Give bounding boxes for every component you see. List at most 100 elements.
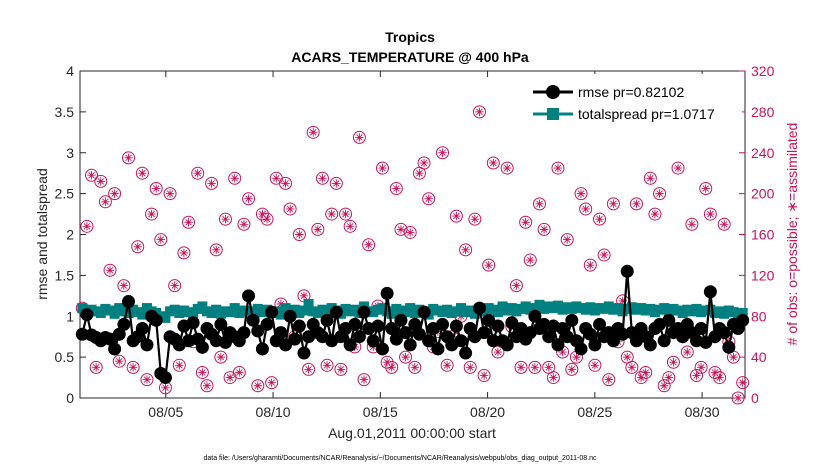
obs-assimilated-star (539, 225, 549, 234)
rmse-point (274, 326, 288, 340)
obs-assimilated-star (415, 168, 424, 178)
y-tick-label: 3 (66, 145, 74, 161)
obs-marker (357, 373, 371, 387)
obs-possible-circle (643, 171, 657, 185)
rmse-point (380, 286, 394, 300)
totalspread-point (109, 308, 120, 319)
obs-marker (597, 248, 611, 262)
obs-assimilated-star (212, 245, 221, 255)
rmse-point (149, 313, 163, 327)
obs-assimilated-star (470, 214, 480, 224)
obs-assimilated-star (225, 373, 235, 382)
rmse-point (255, 342, 269, 356)
obs-assimilated-star (318, 174, 327, 183)
y-tick-label: 4 (66, 63, 74, 79)
y2-tick-label: 80 (751, 308, 767, 324)
obs-marker (168, 279, 182, 293)
obs-possible-circle (334, 362, 348, 376)
y2-tick-label: 40 (751, 349, 767, 365)
obs-assimilated-star (230, 174, 239, 183)
obs-possible-circle (306, 125, 320, 139)
obs-assimilated-star (175, 361, 184, 370)
rmse-point (500, 338, 514, 352)
obs-assimilated-star (572, 352, 581, 362)
rmse-point (352, 330, 366, 344)
obs-marker (329, 176, 343, 190)
obs-assimilated-star (419, 158, 429, 168)
obs-assimilated-star (733, 393, 743, 403)
rmse-point (186, 316, 200, 330)
rmse-point (394, 313, 408, 327)
obs-possible-circle (449, 209, 463, 223)
obs-assimilated-star (355, 133, 364, 142)
obs-assimilated-star (309, 128, 318, 137)
obs-assimilated-star (669, 358, 678, 367)
obs-possible-circle (532, 197, 546, 211)
axes-ticks: 08/05 08/10 08/15 08/20 08/25 08/30 0 0.5 1 1.5 2 2… (55, 63, 775, 420)
rmse-point (662, 313, 676, 327)
rmse-point (694, 322, 708, 336)
obs-possible-circle (375, 161, 389, 175)
obs-assimilated-star (706, 209, 715, 219)
obs-possible-circle (292, 228, 306, 241)
obs-marker (311, 222, 325, 236)
y-tick-label: 1 (66, 308, 74, 324)
y-tick-label: 1.5 (55, 267, 75, 283)
obs-marker (634, 371, 648, 385)
rmse-point (459, 346, 473, 360)
obs-assimilated-star (119, 281, 129, 290)
obs-possible-circle (662, 371, 676, 385)
rmse-point (593, 317, 607, 331)
rmse-point (722, 340, 736, 354)
obs-possible-circle (685, 217, 699, 231)
obs-marker (643, 171, 657, 185)
obs-possible-circle (315, 171, 329, 185)
obs-marker (509, 279, 523, 293)
obs-marker (334, 362, 348, 376)
obs-assimilated-star (512, 281, 521, 290)
obs-assimilated-star (198, 368, 207, 377)
y2-axis-label: # of obs: o=possible; ∗=assimilated (784, 123, 800, 346)
obs-assimilated-star (687, 220, 697, 229)
obs-assimilated-star (345, 222, 355, 231)
obs-possible-circle (195, 365, 209, 379)
obs-possible-circle (85, 168, 99, 182)
obs-marker (389, 182, 403, 196)
obs-possible-circle (89, 360, 103, 374)
totalspread-point (275, 309, 286, 320)
rmse-point (588, 338, 602, 352)
obs-marker (283, 202, 297, 216)
obs-assimilated-star (563, 235, 572, 244)
obs-assimilated-star (604, 375, 613, 384)
obs-assimilated-star (96, 177, 105, 186)
obs-possible-circle (343, 219, 357, 233)
y-tick-label: 2.5 (55, 186, 75, 202)
obs-marker (690, 369, 704, 383)
obs-assimilated-star (285, 204, 295, 214)
obs-marker (89, 360, 103, 374)
obs-marker (108, 187, 122, 201)
obs-assimilated-star (502, 163, 512, 173)
obs-marker (532, 197, 546, 211)
obs-marker (112, 354, 126, 368)
y2-tick-label: 240 (751, 145, 775, 161)
obs-marker (218, 212, 232, 226)
obs-assimilated-star (641, 368, 650, 377)
rmse-point (112, 327, 126, 341)
obs-marker (98, 195, 112, 209)
obs-marker (606, 197, 620, 211)
obs-marker (135, 166, 149, 180)
rmse-point (343, 338, 357, 352)
obs-possible-circle (653, 187, 667, 201)
obs-marker (708, 365, 722, 379)
obs-marker (482, 258, 496, 272)
rmse-point (399, 326, 413, 340)
rmse-point (117, 317, 131, 331)
obs-marker (560, 233, 574, 247)
rmse-point (195, 340, 209, 354)
obs-possible-circle (463, 360, 477, 374)
y-axis-label: rmse and totalspread (34, 168, 50, 300)
obs-marker (94, 174, 108, 188)
obs-marker (343, 219, 357, 233)
obs-assimilated-star (299, 291, 309, 301)
